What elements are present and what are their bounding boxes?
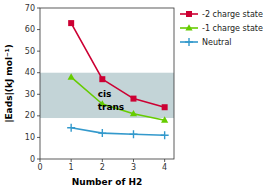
y-tick-label: 30 [25, 90, 35, 99]
series-marker [99, 76, 105, 82]
series-marker [67, 124, 75, 132]
x-tick-label: 4 [162, 163, 167, 172]
x-tick [164, 159, 165, 162]
annotation: trans [98, 102, 125, 112]
y-tick [37, 8, 40, 9]
x-tick-label: 1 [69, 163, 74, 172]
y-tick-label: 10 [25, 133, 35, 142]
legend-label: Neutral [202, 38, 232, 47]
y-tick-label: 50 [25, 47, 35, 56]
y-tick-label: 40 [25, 68, 35, 77]
series-line [71, 128, 164, 136]
series [68, 73, 169, 123]
legend-item: -2 charge state [180, 10, 263, 19]
y-tick [37, 51, 40, 52]
series-marker [129, 130, 137, 138]
legend-item: -1 charge state [180, 24, 263, 33]
series [67, 124, 168, 140]
y-tick [37, 29, 40, 30]
y-tick-label: 70 [25, 4, 35, 13]
shaded-band [40, 73, 174, 118]
series-marker [161, 116, 168, 122]
plot-area [40, 20, 174, 139]
series-marker [162, 104, 168, 110]
x-tick [71, 159, 72, 162]
y-tick-label: 0 [30, 155, 35, 164]
x-axis-label: Number of H2 [72, 177, 142, 187]
y-axis-label: |Eads|(kJ mol⁻¹) [4, 44, 14, 123]
y-tick [37, 72, 40, 73]
legend-marker [185, 24, 192, 30]
series-marker [68, 20, 74, 26]
x-tick [133, 159, 134, 162]
y-tick [37, 94, 40, 95]
series-marker [130, 110, 137, 116]
plot-frame [40, 8, 174, 159]
series-line [71, 23, 164, 107]
legend-item: Neutral [180, 38, 232, 47]
x-tick-label: 2 [100, 163, 105, 172]
chart-container: cistrans01234010203040506070Number of H2… [0, 0, 278, 189]
y-tick [37, 115, 40, 116]
x-tick [102, 159, 103, 162]
chart: cistrans01234010203040506070Number of H2… [0, 0, 278, 189]
x-tick-label: 3 [131, 163, 136, 172]
y-tick-label: 20 [25, 111, 35, 120]
annotation: cis [98, 89, 112, 99]
series-line [71, 77, 164, 120]
legend-label: -2 charge state [202, 10, 263, 19]
legend-marker [185, 38, 193, 46]
y-tick [37, 137, 40, 138]
series-marker [98, 129, 106, 137]
legend: -2 charge state -1 charge state Neutral [180, 10, 263, 47]
legend-marker [186, 11, 192, 17]
series [68, 20, 167, 110]
x-tick [40, 159, 41, 162]
y-tick-label: 60 [25, 25, 35, 34]
axes: 01234010203040506070 [25, 4, 167, 173]
series-marker [161, 131, 169, 139]
legend-label: -1 charge state [202, 24, 263, 33]
series-marker [68, 73, 75, 79]
x-tick-label: 0 [37, 163, 42, 172]
series-marker [130, 96, 136, 102]
y-tick [37, 159, 40, 160]
